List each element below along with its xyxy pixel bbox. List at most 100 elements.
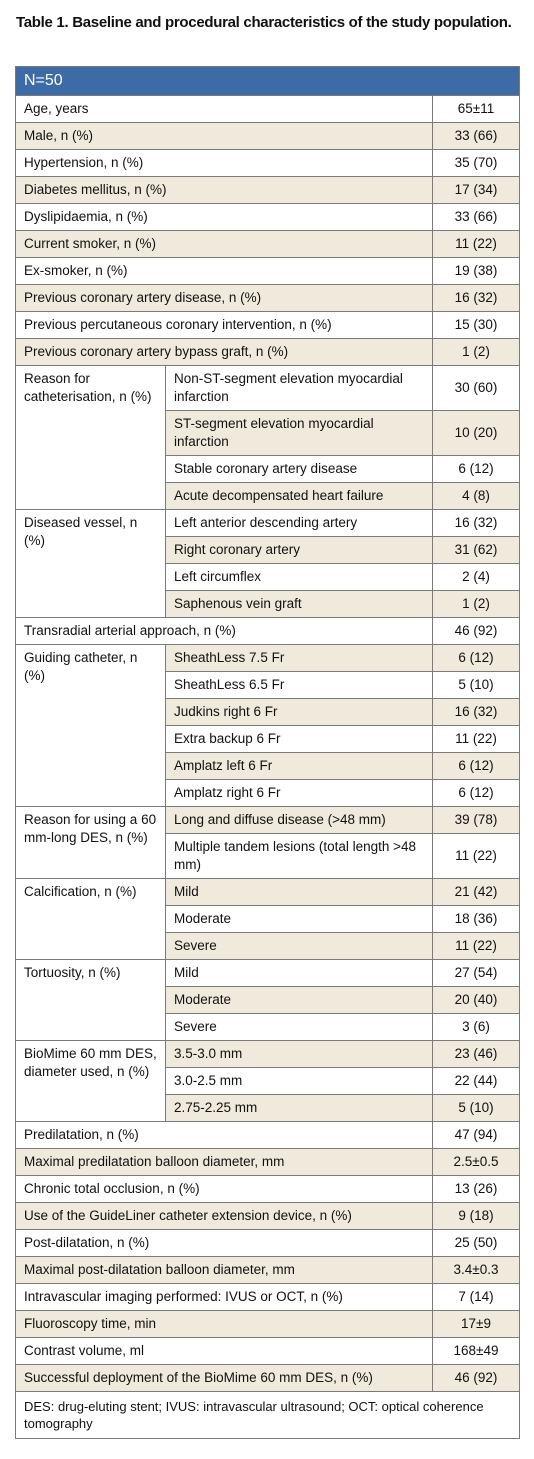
table-row: BioMime 60 mm DES, diameter used, n (%) 3… — [15, 1040, 521, 1122]
row-value: 15 (30) — [431, 311, 521, 339]
row-value: 10 (20) — [431, 410, 521, 456]
table-row: ST-segment elevation myocardial infarcti… — [16, 410, 521, 456]
row-value: 1 (2) — [431, 590, 521, 618]
header-row: N=50 — [14, 66, 521, 96]
table-row: Intravascular imaging performed: IVUS or… — [15, 1283, 521, 1311]
row-label: Stable coronary artery disease — [165, 455, 433, 483]
table-row: Contrast volume, ml 168±49 — [15, 1337, 521, 1365]
table-row: Diabetes mellitus, n (%) 17 (34) — [15, 176, 521, 204]
row-value: 7 (14) — [431, 1283, 521, 1311]
row-value: 33 (66) — [431, 122, 521, 150]
table-row: Multiple tandem lesions (total length >4… — [16, 833, 521, 879]
row-label: Saphenous vein graft — [165, 590, 433, 618]
table-row: Ex-smoker, n (%) 19 (38) — [15, 257, 521, 285]
row-value: 11 (22) — [431, 833, 521, 879]
row-label: Multiple tandem lesions (total length >4… — [165, 833, 433, 879]
row-label: 3.5-3.0 mm — [165, 1040, 433, 1068]
row-value: 65±11 — [431, 95, 521, 123]
row-value: 11 (22) — [431, 725, 521, 753]
row-value: 27 (54) — [431, 959, 521, 987]
table-title: Table 1. Baseline and procedural charact… — [16, 14, 512, 31]
row-label: Successful deployment of the BioMime 60 … — [15, 1364, 433, 1392]
row-label: Acute decompensated heart failure — [165, 482, 433, 510]
row-value: 31 (62) — [431, 536, 521, 564]
table-row: Use of the GuideLiner catheter extension… — [15, 1202, 521, 1230]
table-row: Acute decompensated heart failure 4 (8) — [16, 482, 521, 510]
row-value: 17 (34) — [431, 176, 521, 204]
row-value: 9 (18) — [431, 1202, 521, 1230]
row-value: 3.4±0.3 — [431, 1256, 521, 1284]
table-row: Diseased vessel, n (%) Left anterior desc… — [15, 509, 521, 618]
row-value: 168±49 — [431, 1337, 521, 1365]
row-label: SheathLess 6.5 Fr — [165, 671, 433, 699]
group-label: Tortuosity, n (%) — [15, 959, 166, 1041]
row-label: SheathLess 7.5 Fr — [165, 644, 433, 672]
table-row: Transradial arterial approach, n (%) 46 (… — [15, 617, 521, 645]
table-row: Severe 3 (6) — [16, 1013, 521, 1041]
row-label: 2.75-2.25 mm — [165, 1094, 433, 1122]
row-value: 35 (70) — [431, 149, 521, 177]
table-row: Stable coronary artery disease 6 (12) — [16, 455, 521, 483]
row-label: Previous coronary artery disease, n (%) — [15, 284, 433, 312]
table-row: Chronic total occlusion, n (%) 13 (26) — [15, 1175, 521, 1203]
row-label: Non-ST-segment elevation myocardial infa… — [165, 365, 433, 411]
row-label: Previous coronary artery bypass graft, n… — [15, 338, 433, 366]
row-value: 16 (32) — [431, 284, 521, 312]
footnote: DES: drug-eluting stent; IVUS: intravasc… — [14, 1391, 521, 1439]
row-value: 6 (12) — [431, 455, 521, 483]
row-value: 6 (12) — [431, 779, 521, 807]
group-label: BioMime 60 mm DES, diameter used, n (%) — [15, 1040, 166, 1122]
row-value: 2 (4) — [431, 563, 521, 591]
row-label: Contrast volume, ml — [15, 1337, 433, 1365]
row-label: Post-dilatation, n (%) — [15, 1229, 433, 1257]
row-label: Mild — [165, 959, 433, 987]
row-label: Hypertension, n (%) — [15, 149, 433, 177]
row-label: Left anterior descending artery — [165, 509, 433, 537]
table-row: Hypertension, n (%) 35 (70) — [15, 149, 521, 177]
row-value: 46 (92) — [431, 617, 521, 645]
row-label: Chronic total occlusion, n (%) — [15, 1175, 433, 1203]
row-label: Predilatation, n (%) — [15, 1121, 433, 1149]
row-value: 21 (42) — [431, 878, 521, 906]
group-label: Diseased vessel, n (%) — [15, 509, 166, 618]
row-value: 39 (78) — [431, 806, 521, 834]
table-row: Dyslipidaemia, n (%) 33 (66) — [15, 203, 521, 231]
row-label: Use of the GuideLiner catheter extension… — [15, 1202, 433, 1230]
table-row: Judkins right 6 Fr 16 (32) — [16, 698, 521, 726]
row-value: 33 (66) — [431, 203, 521, 231]
table-row: Previous percutaneous coronary intervent… — [15, 311, 521, 339]
table-row: Current smoker, n (%) 11 (22) — [15, 230, 521, 258]
group-label: Reason for catheterisation, n (%) — [15, 365, 166, 510]
table-row: Right coronary artery 31 (62) — [16, 536, 521, 564]
row-label: Current smoker, n (%) — [15, 230, 433, 258]
table-row: Tortuosity, n (%) Mild 27 (54) — [15, 959, 521, 1041]
row-value: 13 (26) — [431, 1175, 521, 1203]
row-value: 20 (40) — [431, 986, 521, 1014]
header-cell: N=50 — [14, 66, 521, 96]
row-label: Moderate — [165, 986, 433, 1014]
row-label: Long and diffuse disease (>48 mm) — [165, 806, 433, 834]
table-row: Extra backup 6 Fr 11 (22) — [16, 725, 521, 753]
table-row: Male, n (%) 33 (66) — [15, 122, 521, 150]
table-row: Maximal post-dilatation balloon diameter… — [15, 1256, 521, 1284]
table-row: 3.0-2.5 mm 22 (44) — [16, 1067, 521, 1095]
row-label: Intravascular imaging performed: IVUS or… — [15, 1283, 433, 1311]
row-value: 19 (38) — [431, 257, 521, 285]
row-value: 18 (36) — [431, 905, 521, 933]
row-label: Male, n (%) — [15, 122, 433, 150]
table-row: Guiding catheter, n (%) SheathLess 7.5 Fr… — [15, 644, 521, 807]
row-value: 30 (60) — [431, 365, 521, 411]
group-label: Guiding catheter, n (%) — [15, 644, 166, 807]
row-label: Maximal post-dilatation balloon diameter… — [15, 1256, 433, 1284]
table-row: 2.75-2.25 mm 5 (10) — [16, 1094, 521, 1122]
row-label: Age, years — [15, 95, 433, 123]
table-body: N=50 Age, years 65±11 Male, n (%) 33 (66) Hy… — [14, 66, 521, 1439]
table-row: Previous coronary artery bypass graft, n… — [15, 338, 521, 366]
row-label: Left circumflex — [165, 563, 433, 591]
row-label: Maximal predilatation balloon diameter, … — [15, 1148, 433, 1176]
row-label: Severe — [165, 1013, 433, 1041]
row-value: 46 (92) — [431, 1364, 521, 1392]
group-label: Calcification, n (%) — [15, 878, 166, 960]
row-value: 11 (22) — [431, 932, 521, 960]
